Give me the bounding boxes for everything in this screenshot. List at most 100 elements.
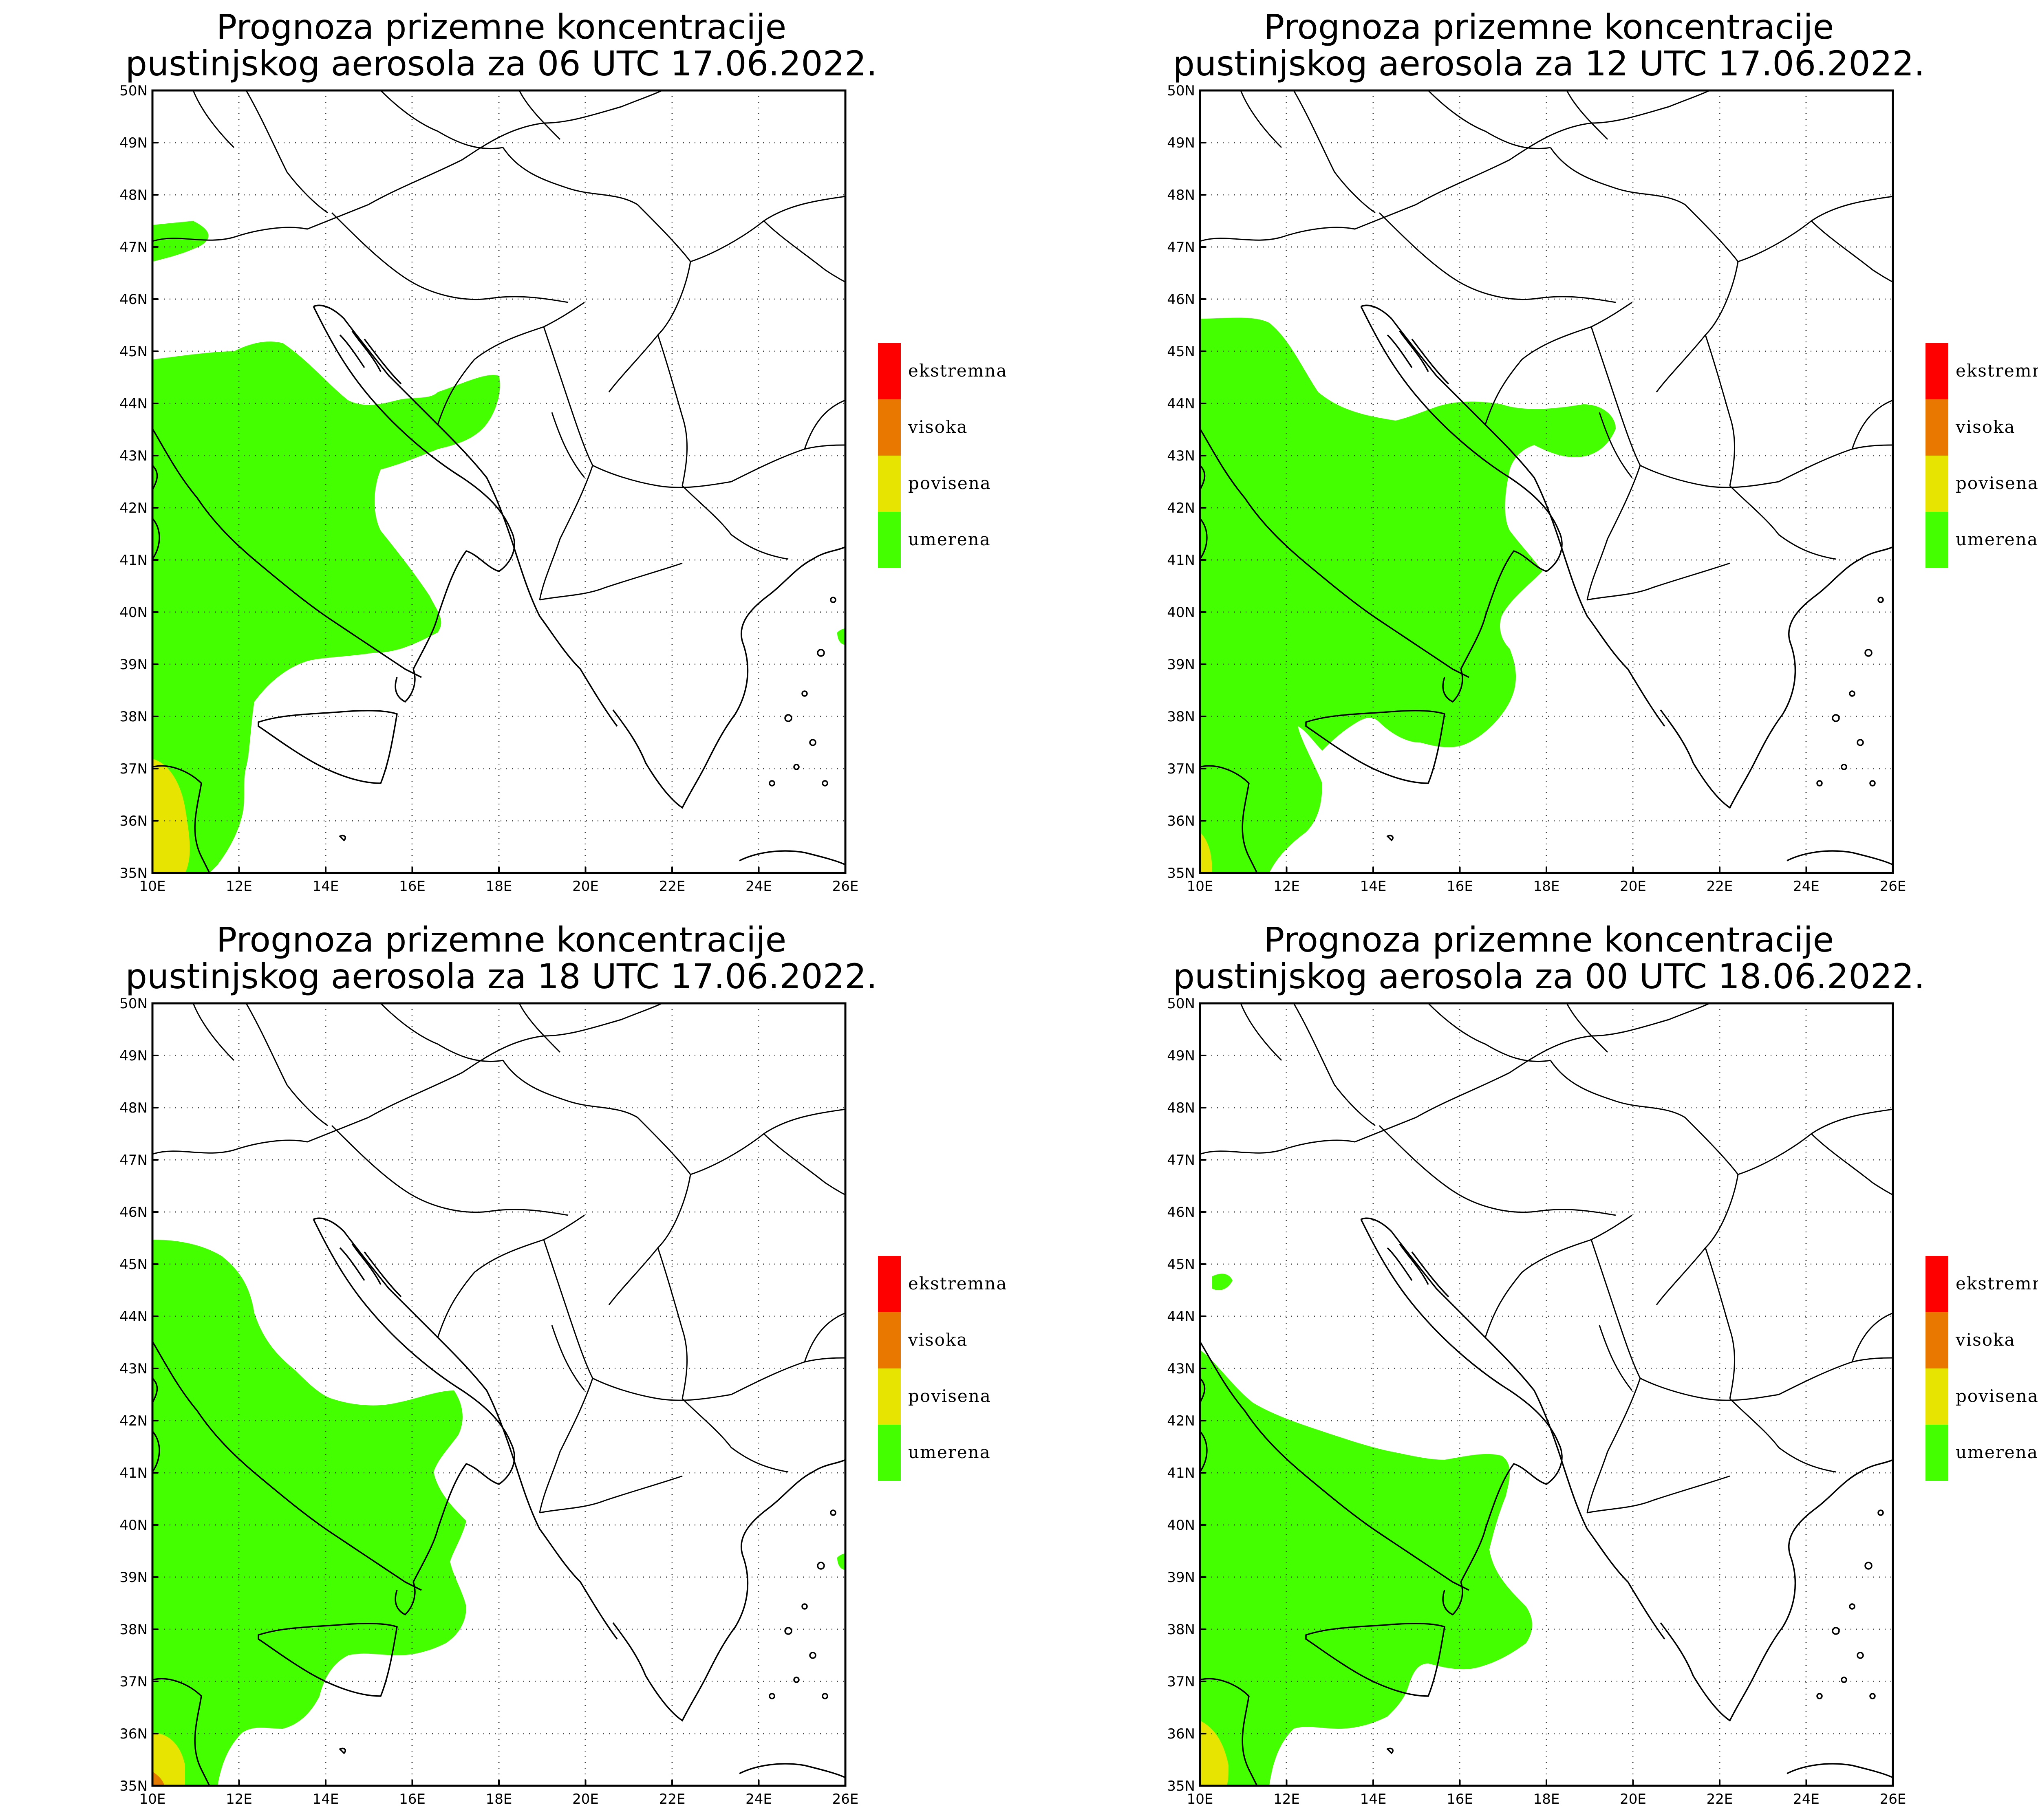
legend-swatch-umerena: [878, 512, 901, 568]
legend-swatch-visoka: [1926, 399, 1948, 456]
lon-tick-label: 26E: [832, 878, 859, 895]
legend-2: ekstremna visoka povisena umerena: [878, 1256, 1008, 1481]
lat-tick-label: 49N: [1167, 1048, 1195, 1064]
lat-tick-label: 42N: [1167, 1413, 1195, 1429]
lat-tick-label: 42N: [1167, 500, 1195, 516]
panel-title-line2: pustinjskog aerosola za 18 UTC 17.06.202…: [126, 956, 878, 996]
lat-tick-label: 48N: [1167, 1100, 1195, 1116]
lon-tick-label: 10E: [139, 878, 166, 895]
lon-tick-label: 14E: [313, 878, 339, 895]
panel-title-line2: pustinjskog aerosola za 12 UTC 17.06.202…: [1173, 44, 1925, 84]
lon-tick-label: 20E: [572, 1791, 599, 1807]
lat-tick-label: 40N: [119, 604, 148, 621]
lat-tick-label: 46N: [1167, 1204, 1195, 1221]
lon-tick-label: 22E: [1707, 1791, 1733, 1807]
lat-tick-label: 44N: [119, 396, 148, 412]
lon-tick-label: 16E: [1447, 1791, 1473, 1807]
legend-label-ekstremna: ekstremna: [1956, 1274, 2038, 1293]
lat-tick-label: 44N: [119, 1309, 148, 1325]
lat-tick-label: 50N: [119, 83, 148, 99]
lat-axis-2: 35N 36N 37N 38N 39N 40N 41N 42N 43N 44N 45N 46N 47N 4…: [119, 996, 158, 1794]
lat-tick-label: 42N: [119, 500, 148, 516]
lat-tick-label: 35N: [119, 865, 148, 881]
lat-tick-label: 35N: [1167, 865, 1195, 881]
lat-tick-label: 41N: [1167, 1465, 1195, 1481]
lat-tick-label: 38N: [1167, 1622, 1195, 1638]
lat-tick-label: 47N: [1167, 239, 1195, 256]
lat-tick-label: 49N: [119, 135, 148, 151]
lon-tick-label: 16E: [1447, 878, 1473, 895]
map-panel-1: [1199, 89, 1894, 874]
panel-3: Prognoza prizemne koncentracije pustinjs…: [1167, 920, 2038, 1807]
lat-tick-label: 37N: [1167, 1674, 1195, 1690]
lat-tick-label: 48N: [119, 1100, 148, 1116]
lat-tick-label: 44N: [1167, 396, 1195, 412]
lat-tick-label: 48N: [1167, 187, 1195, 203]
lat-tick-label: 39N: [1167, 657, 1195, 673]
lon-tick-label: 16E: [399, 878, 426, 895]
lon-tick-label: 20E: [1620, 878, 1646, 895]
lon-tick-label: 24E: [1793, 878, 1820, 895]
legend-swatch-visoka: [878, 399, 901, 456]
lat-tick-label: 41N: [119, 1465, 148, 1481]
lon-tick-label: 18E: [1533, 1791, 1560, 1807]
lat-tick-label: 46N: [119, 291, 148, 308]
lon-axis-3: 10E 12E 14E 16E 18E 20E 22E 24E 26E: [1187, 1780, 1906, 1807]
lat-tick-label: 36N: [119, 1726, 148, 1742]
lon-tick-label: 10E: [139, 1791, 166, 1807]
lon-tick-label: 22E: [1707, 878, 1733, 895]
lon-tick-label: 22E: [659, 878, 686, 895]
legend-swatch-povisena: [878, 456, 901, 512]
lon-tick-label: 26E: [832, 1791, 859, 1807]
legend-swatch-ekstremna: [878, 1256, 901, 1312]
lat-tick-label: 40N: [1167, 604, 1195, 621]
lat-tick-label: 35N: [119, 1778, 148, 1794]
lat-axis-3: 35N 36N 37N 38N 39N 40N 41N 42N 43N 44N 45N 46N 47N 4…: [1167, 996, 1206, 1794]
lat-tick-label: 43N: [119, 448, 148, 464]
lat-tick-label: 49N: [119, 1048, 148, 1064]
lat-tick-label: 49N: [1167, 135, 1195, 151]
lon-tick-label: 18E: [486, 878, 512, 895]
legend-label-povisena: povisena: [1956, 1386, 2038, 1406]
lat-tick-label: 50N: [119, 996, 148, 1012]
lat-tick-label: 41N: [1167, 552, 1195, 568]
legend-swatch-povisena: [1926, 456, 1948, 512]
legend-label-visoka: visoka: [1955, 417, 2016, 437]
lat-tick-label: 40N: [119, 1517, 148, 1534]
map-panel-0: [151, 89, 847, 874]
legend-label-visoka: visoka: [908, 1330, 968, 1350]
legend-label-visoka: visoka: [908, 417, 968, 437]
legend-swatch-umerena: [878, 1425, 901, 1481]
lat-tick-label: 41N: [119, 552, 148, 568]
dust-field-3: [1200, 1274, 1532, 1786]
lon-tick-label: 26E: [1880, 1791, 1906, 1807]
lat-tick-label: 36N: [119, 813, 148, 829]
lat-tick-label: 37N: [1167, 761, 1195, 777]
lat-tick-label: 44N: [1167, 1309, 1195, 1325]
lon-tick-label: 14E: [313, 1791, 339, 1807]
legend-swatch-povisena: [1926, 1368, 1948, 1425]
lat-tick-label: 43N: [1167, 1361, 1195, 1377]
panel-title-line1: Prognoza prizemne koncentracije: [1264, 920, 1834, 960]
legend-label-ekstremna: ekstremna: [908, 1274, 1008, 1293]
legend-swatch-umerena: [1926, 512, 1948, 568]
lat-tick-label: 47N: [1167, 1152, 1195, 1168]
legend-label-povisena: povisena: [908, 1386, 991, 1406]
legend-label-ekstremna: ekstremna: [1956, 361, 2038, 381]
panel-title-line1: Prognoza prizemne koncentracije: [216, 920, 787, 960]
lat-tick-label: 45N: [119, 344, 148, 360]
panel-title-line1: Prognoza prizemne koncentracije: [1264, 7, 1834, 47]
lat-tick-label: 45N: [119, 1256, 148, 1273]
lat-tick-label: 45N: [1167, 1256, 1195, 1273]
legend-swatch-visoka: [1926, 1312, 1948, 1368]
lon-tick-label: 22E: [659, 1791, 686, 1807]
lon-tick-label: 12E: [226, 878, 252, 895]
legend-label-umerena: umerena: [908, 1442, 991, 1462]
lat-tick-label: 39N: [1167, 1569, 1195, 1586]
lat-tick-label: 47N: [119, 239, 148, 256]
lon-tick-label: 24E: [746, 1791, 772, 1807]
lat-tick-label: 50N: [1167, 83, 1195, 99]
legend-label-visoka: visoka: [1955, 1330, 2016, 1350]
lon-tick-label: 20E: [1620, 1791, 1646, 1807]
